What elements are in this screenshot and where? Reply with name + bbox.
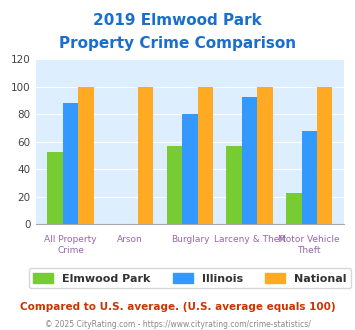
Bar (182, 115, 198, 224)
Bar (48, 151, 63, 224)
Text: Property Crime Comparison: Property Crime Comparison (59, 36, 296, 51)
Bar (138, 87, 153, 224)
Text: Motor Vehicle
Theft: Motor Vehicle Theft (278, 235, 340, 255)
Bar (286, 193, 301, 224)
Bar (242, 97, 257, 224)
Text: Compared to U.S. average. (U.S. average equals 100): Compared to U.S. average. (U.S. average … (20, 302, 335, 312)
Text: Burglary: Burglary (171, 235, 209, 245)
Text: Arson: Arson (118, 235, 143, 245)
Text: © 2025 CityRating.com - https://www.cityrating.com/crime-statistics/: © 2025 CityRating.com - https://www.city… (45, 320, 310, 329)
Text: All Property
Crime: All Property Crime (44, 235, 97, 255)
Bar (257, 87, 273, 224)
Text: 2019 Elmwood Park: 2019 Elmwood Park (93, 13, 262, 28)
Bar (226, 146, 242, 224)
Bar (78, 87, 94, 224)
Bar (317, 87, 332, 224)
Bar (198, 87, 213, 224)
Legend: Elmwood Park, Illinois, National: Elmwood Park, Illinois, National (29, 269, 351, 288)
Text: Larceny & Theft: Larceny & Theft (213, 235, 286, 245)
Bar (63, 103, 78, 224)
Bar (167, 146, 182, 224)
Bar (301, 131, 317, 224)
